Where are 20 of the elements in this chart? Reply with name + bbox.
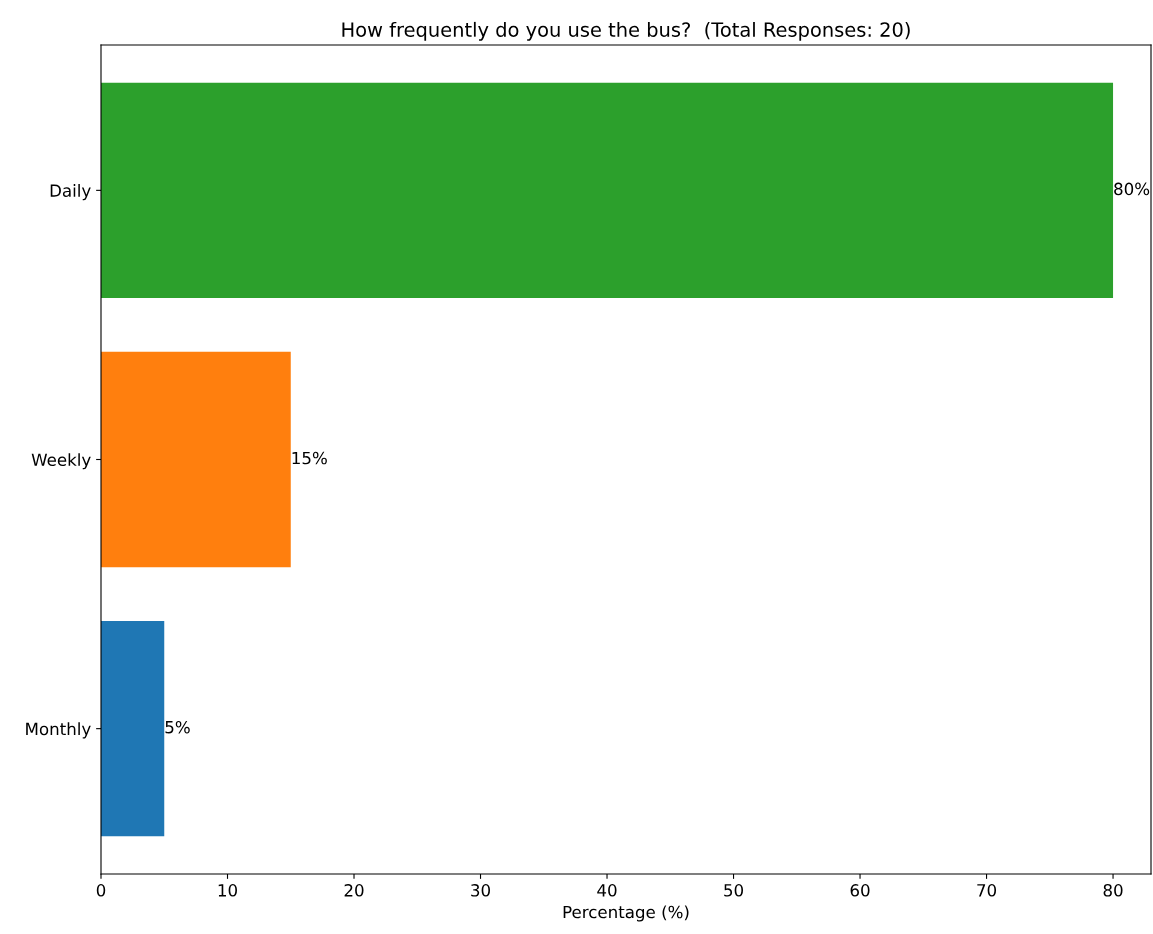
- x-tick-label: 10: [218, 884, 237, 897]
- x-tick-label: 30: [471, 884, 491, 897]
- y-tick-label: Monthly: [26, 722, 91, 739]
- x-tick-label: 50: [724, 884, 744, 897]
- x-tick-label: 20: [344, 884, 364, 897]
- y-tick-label: Daily: [50, 184, 91, 201]
- y-tick-label: Weekly: [31, 453, 91, 470]
- x-axis-title: Percentage (%): [563, 905, 689, 922]
- data-label: 80%: [1114, 182, 1150, 196]
- x-tick-label: 70: [977, 884, 997, 897]
- x-tick-label: 0: [96, 884, 106, 897]
- bar: [101, 620, 165, 837]
- bar: [101, 351, 291, 568]
- bar: [101, 82, 1114, 299]
- data-label: 15%: [292, 451, 327, 465]
- chart-title: How frequently do you use the bus? (Total Responses: 20): [342, 21, 910, 41]
- x-tick-label: 60: [850, 884, 870, 897]
- x-tick-label: 40: [597, 884, 617, 897]
- data-label: 5%: [165, 720, 190, 734]
- x-tick-label: 80: [1103, 884, 1123, 897]
